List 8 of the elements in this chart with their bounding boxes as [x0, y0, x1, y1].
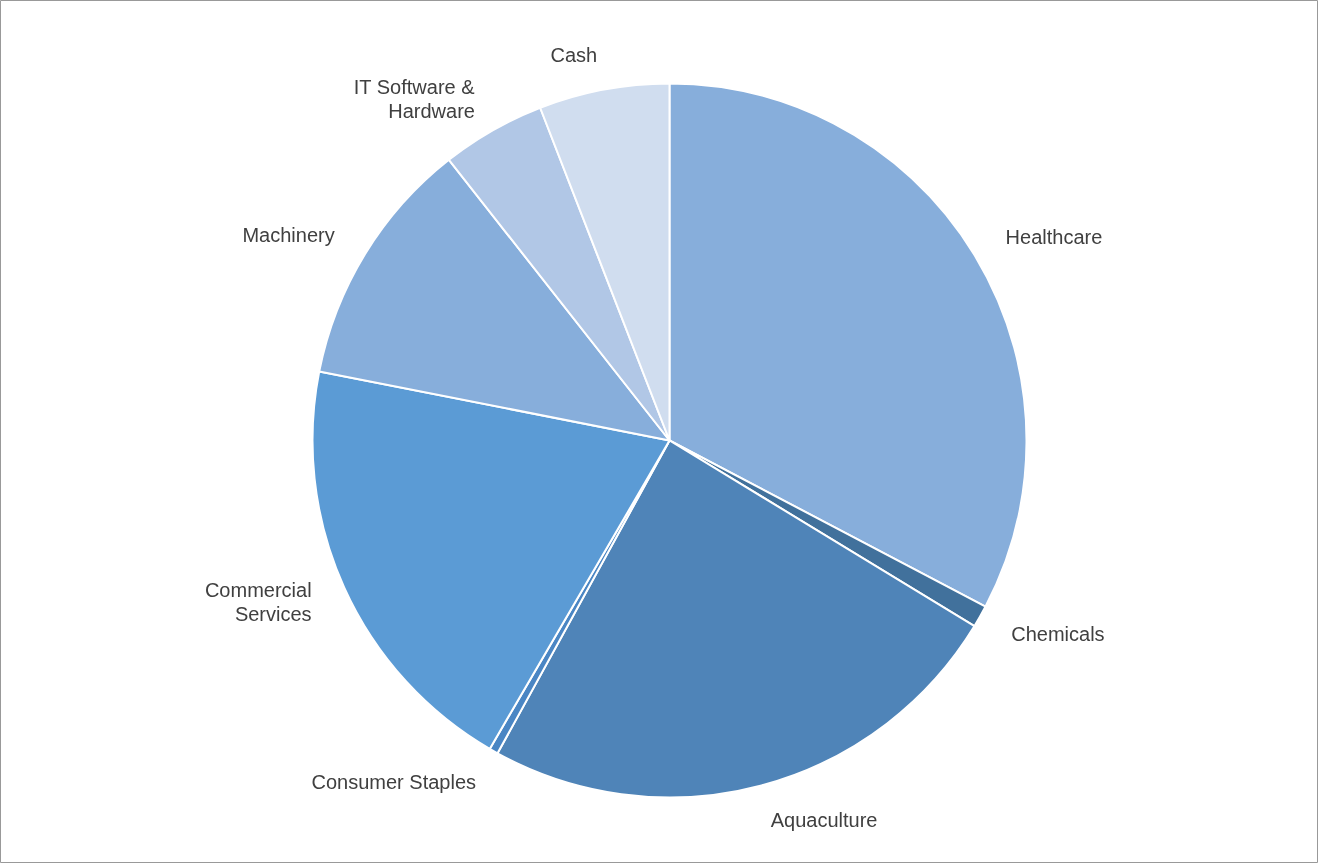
slice-label: Consumer Staples	[311, 771, 477, 794]
slice-label: Machinery	[242, 224, 335, 247]
slice-label: Healthcare	[1005, 226, 1103, 249]
slice-label: IT Software & Hardware	[353, 76, 476, 123]
slice-label: Aquaculture	[770, 808, 878, 831]
slice-label: Commercial Services	[204, 579, 312, 626]
slice-label: Cash	[550, 43, 598, 66]
slice-label: Chemicals	[1011, 622, 1105, 645]
